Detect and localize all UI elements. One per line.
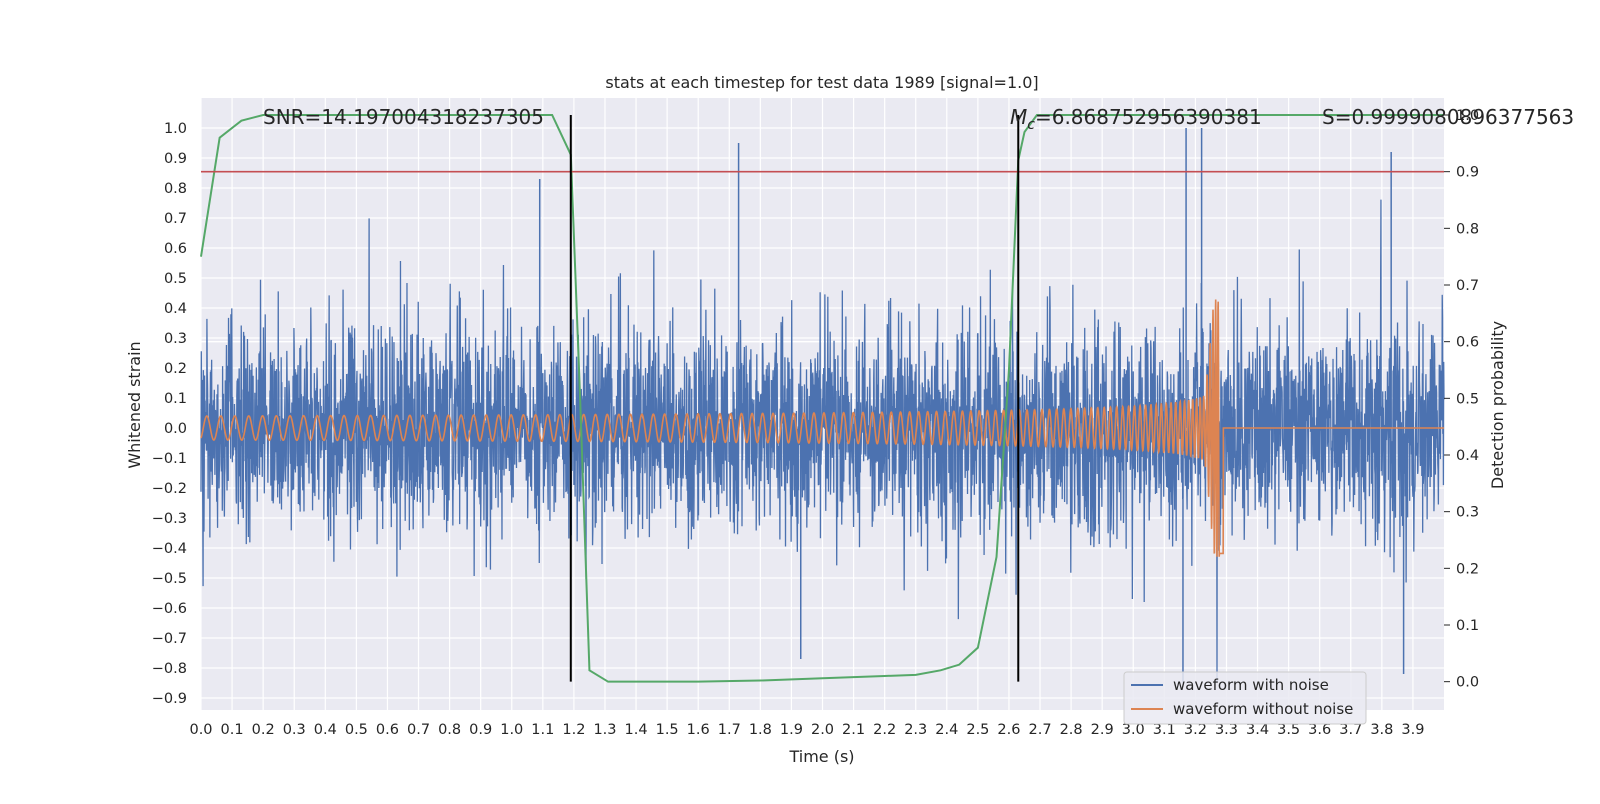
series-line bbox=[200, 299, 1444, 557]
x-tick-label: 3.2 bbox=[1184, 722, 1207, 738]
y-tick-label: 0.9 bbox=[164, 151, 187, 167]
x-tick-label: 2.0 bbox=[811, 722, 834, 738]
x-tick-label: 0.2 bbox=[252, 722, 275, 738]
x-tick-label: 0.6 bbox=[376, 722, 399, 738]
mc-symbol: M bbox=[1010, 105, 1027, 129]
y-tick-label: −0.1 bbox=[152, 451, 187, 467]
x-tick-label: 1.1 bbox=[531, 722, 554, 738]
y-tick-label: 0.5 bbox=[164, 271, 187, 287]
x-tick-label: 1.4 bbox=[625, 722, 648, 738]
x-tick-label: 0.4 bbox=[314, 722, 337, 738]
x-tick-label: 2.2 bbox=[873, 722, 896, 738]
x-tick-label: 1.5 bbox=[656, 722, 679, 738]
x-tick-label: 2.8 bbox=[1060, 722, 1083, 738]
x-tick-label: 1.3 bbox=[593, 722, 616, 738]
x-tick-label: 2.6 bbox=[997, 722, 1020, 738]
x-tick-label: 3.7 bbox=[1339, 722, 1362, 738]
y2-tick-label: 1.0 bbox=[1456, 108, 1479, 124]
x-tick-label: 3.1 bbox=[1153, 722, 1176, 738]
y-tick-label: 1.0 bbox=[164, 121, 187, 137]
legend-clean-label: waveform without noise bbox=[1173, 700, 1353, 718]
y-tick-label: 0.6 bbox=[164, 241, 187, 257]
y2-tick-label: 0.2 bbox=[1456, 561, 1479, 577]
x-tick-label: 0.3 bbox=[283, 722, 306, 738]
y-tick-label: −0.7 bbox=[152, 631, 187, 647]
x-tick-label: 2.5 bbox=[966, 722, 989, 738]
series-line bbox=[200, 114, 1444, 683]
y-tick-label: 0.0 bbox=[164, 421, 187, 437]
y-tick-label: −0.5 bbox=[152, 571, 187, 587]
y2-tick-label: 0.4 bbox=[1456, 448, 1479, 464]
x-tick-label: 3.4 bbox=[1246, 722, 1269, 738]
series-detection-probability bbox=[200, 114, 1444, 683]
x-tick-label: 1.0 bbox=[500, 722, 523, 738]
chart-title: stats at each timestep for test data 198… bbox=[605, 73, 1038, 92]
x-tick-label: 0.7 bbox=[407, 722, 430, 738]
y2-axis-label: Detection probability bbox=[1488, 321, 1507, 489]
x-tick-label: 1.6 bbox=[687, 722, 710, 738]
x-tick-label: 1.2 bbox=[562, 722, 585, 738]
y-tick-label: −0.9 bbox=[152, 691, 187, 707]
y-tick-label: −0.3 bbox=[152, 511, 187, 527]
mc-value: =6.868752956390381 bbox=[1035, 105, 1262, 129]
legend: waveform with noise waveform without noi… bbox=[1123, 671, 1367, 725]
series-line bbox=[200, 199, 1445, 683]
legend-noisy-label: waveform with noise bbox=[1173, 676, 1329, 694]
snr-annotation: SNR=14.197004318237305 bbox=[263, 105, 544, 129]
y2-tick-label: 0.9 bbox=[1456, 165, 1479, 181]
x-tick-label: 0.8 bbox=[438, 722, 461, 738]
y-tick-label: 0.1 bbox=[164, 391, 187, 407]
x-tick-label: 0.5 bbox=[345, 722, 368, 738]
mc-subscript: c bbox=[1027, 117, 1035, 133]
y2-tick-label: 0.1 bbox=[1456, 618, 1479, 634]
y-tick-label: −0.2 bbox=[152, 481, 187, 497]
y2-tick-label: 0.7 bbox=[1456, 278, 1479, 294]
x-tick-label: 2.4 bbox=[935, 722, 958, 738]
y2-tick-label: 0.5 bbox=[1456, 391, 1479, 407]
s-annotation: S=0.9999080896377563 bbox=[1322, 105, 1574, 129]
reference-lines bbox=[201, 115, 1444, 682]
x-tick-label: 3.0 bbox=[1122, 722, 1145, 738]
series-waveform-without-noise bbox=[200, 299, 1444, 557]
y-tick-label: 0.2 bbox=[164, 361, 187, 377]
y2-tick-label: 0.6 bbox=[1456, 335, 1479, 351]
x-tick-label: 3.3 bbox=[1215, 722, 1238, 738]
y2-tick-label: 0.0 bbox=[1456, 675, 1479, 691]
x-tick-label: 2.7 bbox=[1028, 722, 1051, 738]
x-tick-label: 3.9 bbox=[1401, 722, 1424, 738]
y-tick-label: 0.3 bbox=[164, 331, 187, 347]
x-tick-label: 1.9 bbox=[780, 722, 803, 738]
y-axis-label: Whitened strain bbox=[125, 341, 144, 468]
x-tick-label: 0.1 bbox=[221, 722, 244, 738]
x-tick-label: 3.5 bbox=[1277, 722, 1300, 738]
mc-annotation: Mc=6.868752956390381 bbox=[1010, 105, 1262, 133]
x-tick-label: 1.8 bbox=[749, 722, 772, 738]
y-tick-label: −0.8 bbox=[152, 661, 187, 677]
y-tick-label: −0.4 bbox=[152, 541, 187, 557]
x-tick-label: 1.7 bbox=[718, 722, 741, 738]
legend-box bbox=[1123, 671, 1367, 725]
x-tick-label: 2.3 bbox=[904, 722, 927, 738]
x-tick-label: 3.6 bbox=[1308, 722, 1331, 738]
x-tick-label: 2.9 bbox=[1091, 722, 1114, 738]
y2-tick-label: 0.3 bbox=[1456, 505, 1479, 521]
tick-labels: 0.0 0.1 0.2 0.3 0.4 0.5 0.6 0.7 0.8 0.9 1.0 1.1 1.2 1… bbox=[152, 108, 1479, 738]
y-tick-label: 0.4 bbox=[164, 301, 187, 317]
x-axis-label: Time (s) bbox=[788, 747, 854, 766]
y-tick-label: 0.8 bbox=[164, 181, 187, 197]
series-waveform-with-noise bbox=[200, 128, 1445, 683]
y-tick-label: 0.7 bbox=[164, 211, 187, 227]
x-tick-label: 0.9 bbox=[469, 722, 492, 738]
x-tick-label: 2.1 bbox=[842, 722, 865, 738]
y2-tick-label: 0.8 bbox=[1456, 221, 1479, 237]
y-tick-label: −0.6 bbox=[152, 601, 187, 617]
x-tick-label: 3.8 bbox=[1370, 722, 1393, 738]
x-tick-label: 0.0 bbox=[189, 722, 212, 738]
